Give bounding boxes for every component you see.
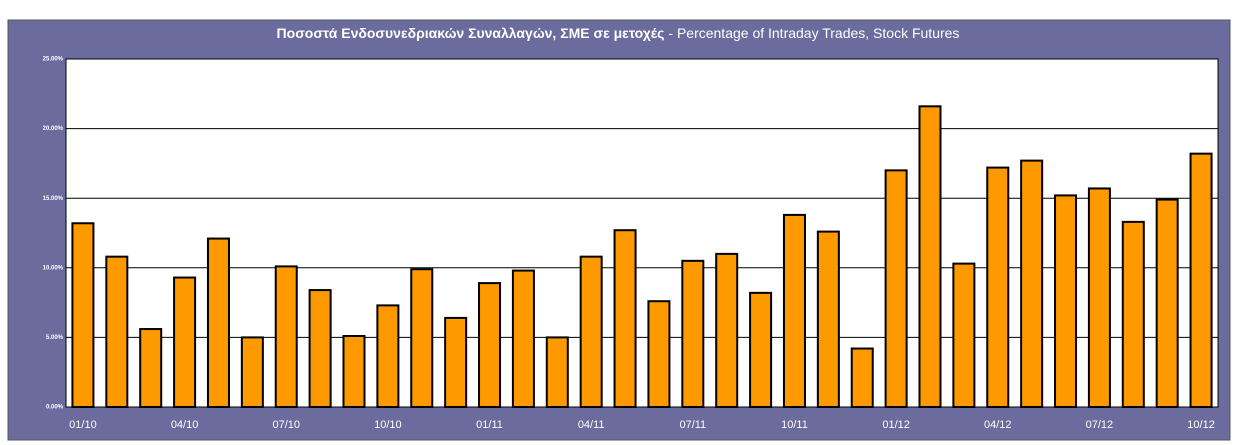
bar — [715, 252, 739, 408]
bar — [749, 291, 773, 408]
y-tick-label: 20.00% — [43, 126, 64, 132]
bar — [308, 289, 332, 408]
x-tick-label: 07/12 — [1086, 419, 1114, 431]
bar — [206, 237, 230, 408]
bar — [173, 276, 197, 408]
bar — [444, 316, 468, 408]
x-tick-label: 04/11 — [578, 419, 605, 431]
bar — [952, 262, 976, 408]
bar — [850, 347, 874, 409]
bar — [71, 222, 95, 408]
bar — [884, 169, 908, 408]
bar — [918, 105, 942, 408]
bar — [545, 336, 569, 408]
bar — [816, 230, 840, 408]
bar — [478, 282, 502, 408]
bar — [105, 255, 129, 408]
bar — [410, 268, 434, 408]
bar — [647, 300, 671, 409]
bar — [986, 166, 1010, 408]
x-tick-label: 01/10 — [69, 419, 97, 431]
x-tick-label: 10/12 — [1187, 419, 1215, 431]
y-tick-label: 0.00% — [46, 405, 64, 411]
x-tick-label: 04/12 — [984, 419, 1012, 431]
x-tick-label: 07/10 — [272, 419, 300, 431]
bar — [1054, 194, 1078, 408]
x-tick-label: 10/10 — [374, 419, 402, 431]
y-tick-label: 15.00% — [43, 196, 64, 202]
bar — [1121, 220, 1145, 408]
bar — [240, 336, 264, 408]
bar — [613, 229, 637, 408]
chart-title-group: Ποσοστά Ενδοσυνεδριακών Συναλλαγών, ΣΜΕ … — [277, 25, 960, 41]
bar — [1189, 152, 1213, 408]
y-tick-label: 5.00% — [46, 335, 64, 341]
y-tick-label: 25.00% — [43, 57, 64, 63]
x-tick-label: 01/12 — [882, 419, 910, 431]
x-tick-label: 01/11 — [476, 419, 503, 431]
plot-area — [65, 58, 1219, 408]
chart-title: Ποσοστά Ενδοσυνεδριακών Συναλλαγών, ΣΜΕ … — [277, 25, 665, 41]
y-tick-label: 10.00% — [43, 265, 64, 271]
bar — [342, 335, 366, 408]
bar — [511, 269, 535, 409]
bar — [1087, 187, 1111, 408]
x-tick-label: 07/11 — [679, 419, 706, 431]
bar — [274, 265, 298, 408]
chart-subtitle: - Percentage of Intraday Trades, Stock F… — [668, 25, 959, 41]
bar — [139, 328, 163, 409]
bar — [376, 304, 400, 408]
bar — [782, 213, 806, 408]
x-tick-label: 04/10 — [171, 419, 199, 431]
bar — [579, 255, 603, 408]
x-tick-label: 10/11 — [781, 419, 808, 431]
bar — [1155, 198, 1179, 408]
bar — [1020, 159, 1044, 408]
bar — [681, 259, 705, 408]
